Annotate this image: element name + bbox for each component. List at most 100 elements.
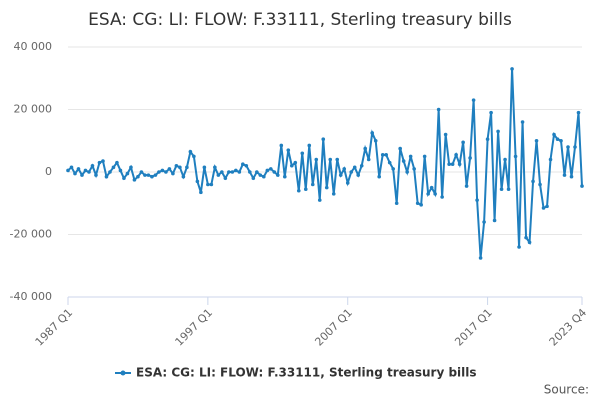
marker [359, 163, 364, 168]
x-tick-label: 2007 Q1 [312, 306, 355, 349]
marker [569, 174, 574, 179]
marker [475, 198, 479, 202]
marker [391, 167, 395, 171]
marker [115, 160, 119, 165]
marker [76, 167, 81, 171]
legend-marker [120, 370, 126, 376]
marker [101, 159, 105, 163]
marker [244, 163, 249, 168]
marker [373, 138, 378, 143]
marker [352, 165, 357, 170]
marker [307, 143, 312, 148]
marker [464, 184, 469, 188]
marker [342, 167, 347, 171]
marker [580, 184, 584, 188]
marker [111, 165, 116, 170]
marker [387, 160, 392, 165]
marker [216, 173, 221, 177]
marker [178, 165, 182, 170]
marker [206, 182, 210, 187]
marker [97, 160, 102, 165]
marker [150, 174, 154, 179]
marker [566, 145, 570, 149]
marker [279, 143, 284, 148]
marker [310, 182, 315, 187]
marker [408, 154, 413, 159]
marker [545, 204, 549, 209]
marker [394, 201, 399, 206]
marker [527, 240, 532, 245]
marker [482, 220, 486, 224]
marker [576, 110, 581, 115]
marker [555, 137, 560, 141]
marker [195, 179, 200, 184]
marker [349, 170, 354, 174]
marker [213, 165, 217, 170]
marker [562, 173, 567, 177]
marker [171, 171, 175, 176]
marker [548, 157, 553, 162]
marker [136, 174, 140, 179]
marker [356, 173, 361, 177]
marker [209, 182, 214, 187]
marker [552, 132, 556, 137]
marker [248, 170, 252, 174]
marker [499, 187, 504, 191]
marker [174, 163, 179, 168]
marker [223, 176, 228, 181]
marker [80, 173, 84, 177]
marker [293, 160, 298, 165]
marker [510, 67, 514, 71]
marker [87, 170, 91, 174]
marker [83, 168, 88, 173]
marker [363, 146, 368, 151]
marker [538, 182, 542, 187]
marker [338, 173, 343, 177]
marker [317, 198, 322, 202]
marker [457, 162, 462, 166]
marker [321, 137, 326, 141]
marker [401, 159, 406, 163]
line [67, 68, 583, 259]
marker [492, 218, 497, 223]
marker [202, 165, 207, 170]
marker [272, 170, 277, 174]
marker [496, 129, 500, 134]
marker [234, 168, 238, 173]
marker [447, 162, 451, 166]
marker [541, 206, 546, 210]
marker [129, 165, 133, 170]
marker [443, 132, 448, 137]
marker [422, 154, 427, 159]
marker [227, 170, 231, 174]
marker [143, 173, 147, 177]
marker [345, 181, 350, 185]
y-tick-label: 40 000 [14, 40, 53, 53]
marker [289, 163, 294, 168]
marker [534, 138, 539, 143]
marker [185, 165, 189, 170]
marker [489, 110, 493, 115]
marker [275, 173, 280, 177]
marker [282, 174, 287, 179]
marker [220, 170, 224, 174]
marker [324, 185, 329, 190]
marker [157, 170, 161, 174]
marker [405, 170, 409, 174]
marker [436, 107, 441, 112]
source-label: Source: [544, 383, 589, 397]
marker [66, 168, 70, 173]
marker [384, 153, 388, 157]
y-tick-label: 20 000 [14, 103, 53, 116]
marker [471, 98, 476, 102]
marker [251, 176, 256, 181]
marker [440, 195, 444, 199]
y-tick-label: 0 [45, 165, 52, 178]
x-tick-label: 2017 Q1 [452, 306, 495, 349]
marker [517, 245, 521, 249]
marker [520, 120, 525, 124]
marker [188, 149, 193, 154]
marker [265, 168, 270, 173]
marker [524, 235, 528, 240]
legend-label: ESA: CG: LI: FLOW: F.33111, Sterling tre… [136, 366, 477, 380]
